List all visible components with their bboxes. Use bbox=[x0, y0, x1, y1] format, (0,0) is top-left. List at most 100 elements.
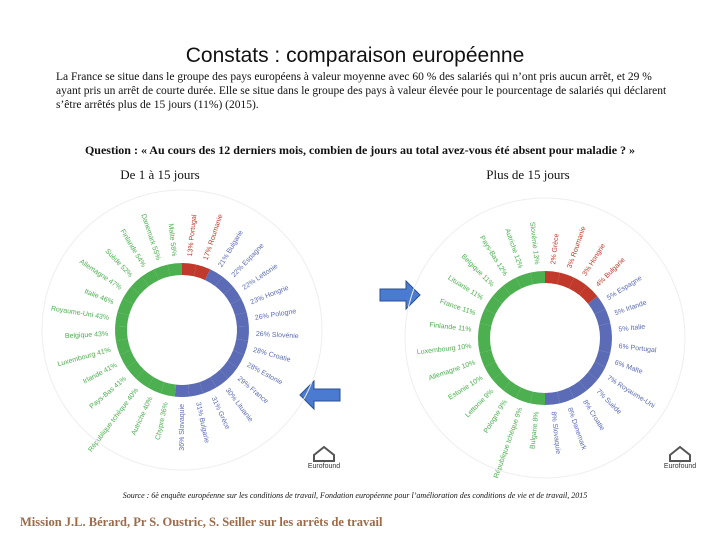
ring-segment bbox=[530, 391, 546, 405]
country-label: 23% Hongrie bbox=[250, 285, 290, 307]
ring-segment bbox=[479, 350, 496, 368]
ring-segment bbox=[492, 372, 511, 391]
ring-segment bbox=[234, 312, 249, 328]
ring-segment bbox=[115, 312, 130, 328]
country-label: 6% Portugal bbox=[618, 343, 657, 354]
country-label: 6% Malte bbox=[614, 359, 644, 375]
ring-segment bbox=[594, 350, 611, 368]
country-label: 5% Italie bbox=[618, 324, 646, 334]
country-label: 5% Espagne bbox=[606, 275, 643, 302]
country-label: Allemagne 10% bbox=[428, 359, 477, 382]
ring-segment bbox=[230, 298, 247, 316]
logo-text: Eurofound bbox=[664, 463, 696, 470]
country-label: Bulgarie 8% bbox=[529, 411, 540, 449]
source: Source : 6è enquête européenne sur les c… bbox=[123, 491, 588, 500]
ring-segment bbox=[587, 296, 606, 315]
country-label: 26% Slovénie bbox=[256, 331, 299, 340]
country-label: 2% Grèce bbox=[550, 233, 560, 265]
ring-segment bbox=[515, 387, 533, 404]
country-label: 3% Roumanie bbox=[566, 226, 587, 270]
country-label: Lituanie 11% bbox=[446, 275, 484, 302]
ring-segment bbox=[153, 264, 171, 281]
ring-segment bbox=[479, 308, 496, 326]
ring-segment bbox=[503, 277, 522, 296]
intro: La France se situe dans le groupe des pa… bbox=[56, 71, 667, 111]
country-label: 26% Pologne bbox=[255, 308, 297, 322]
ring-segment bbox=[130, 276, 149, 295]
ring-segment bbox=[557, 272, 575, 289]
ring-segment bbox=[117, 298, 134, 316]
logo: Eurofound bbox=[308, 445, 340, 470]
ring-segment bbox=[122, 286, 141, 305]
country-label: France 11% bbox=[439, 298, 476, 317]
ring-segment bbox=[492, 285, 511, 304]
ring-segment bbox=[215, 276, 234, 295]
panel-subtitle: De 1 à 15 jours bbox=[120, 167, 199, 182]
ring-segment bbox=[115, 338, 131, 355]
country-label: 8% Slovaquie bbox=[549, 411, 561, 454]
country-label: 28% Estonie bbox=[246, 362, 284, 387]
ring-segment bbox=[219, 360, 238, 379]
ring-segment bbox=[568, 380, 587, 399]
country-label: Irlande 41% bbox=[82, 362, 118, 386]
arrow-right bbox=[379, 279, 421, 311]
country-label: Royaume-Uni 43% bbox=[50, 305, 109, 321]
ring-segment bbox=[579, 372, 598, 391]
country-label: 22% Lettonie bbox=[241, 263, 279, 292]
country-label: Lettonie 9% bbox=[464, 388, 495, 419]
country-label: 13% Portugal bbox=[187, 214, 199, 257]
logo: Eurofound bbox=[664, 445, 696, 470]
ring-segment bbox=[210, 369, 229, 388]
ring-segment bbox=[160, 382, 177, 397]
ring-segment bbox=[204, 269, 223, 287]
ring-segment bbox=[568, 277, 587, 296]
country-label: 31% Bulgarie bbox=[194, 402, 210, 444]
ring-segment bbox=[594, 308, 611, 326]
country-label: Luxembourg 10% bbox=[417, 343, 472, 356]
ring-segment bbox=[181, 263, 197, 277]
country-label: Chypre 36% bbox=[155, 402, 170, 441]
logo-text: Eurofound bbox=[308, 463, 340, 470]
country-label: 4% Bulgarie bbox=[595, 257, 627, 289]
country-label: Italie 46% bbox=[83, 288, 114, 306]
ring-segment bbox=[544, 391, 560, 405]
ring-segment bbox=[236, 326, 249, 341]
ring-segment bbox=[484, 296, 503, 315]
ring-segment bbox=[484, 361, 503, 380]
country-label: Malte 58% bbox=[167, 223, 178, 257]
ring-segment bbox=[478, 323, 492, 339]
country-label: 17% Roumanie bbox=[203, 213, 225, 261]
country-label: 36% Slovaquie bbox=[179, 404, 186, 451]
ring-segment bbox=[598, 337, 612, 353]
question: Question : « Au cours des 12 derniers mo… bbox=[85, 143, 635, 157]
ring-segment bbox=[193, 264, 211, 281]
ring-segment bbox=[530, 271, 546, 285]
ring-border bbox=[404, 197, 686, 479]
ring-segment bbox=[135, 369, 154, 388]
ring-segment bbox=[579, 285, 598, 304]
country-label: Belgique 43% bbox=[65, 331, 109, 340]
ring-segment bbox=[233, 338, 249, 355]
ring-segment bbox=[587, 361, 606, 380]
title: Constats : comparaison européenne bbox=[186, 44, 525, 67]
country-label: Finlande 11% bbox=[429, 322, 472, 334]
ring-segment bbox=[141, 269, 160, 287]
country-label: 8% Danemark bbox=[566, 407, 587, 452]
country-label: 5% Irlande bbox=[614, 299, 648, 317]
country-label: Suède 52% bbox=[103, 248, 133, 279]
ring-segment bbox=[187, 382, 204, 397]
country-label: Autriche 40% bbox=[131, 396, 155, 437]
arrow-left bbox=[299, 379, 341, 411]
ring-segment bbox=[557, 387, 575, 404]
country-label: Estonie 10% bbox=[447, 375, 484, 402]
ring-segment bbox=[598, 323, 612, 339]
ring-segment bbox=[544, 271, 560, 285]
ring-segment bbox=[119, 350, 137, 368]
panel-subtitle: Plus de 15 jours bbox=[486, 167, 569, 182]
country-label: 8% Croatie bbox=[581, 399, 605, 432]
ring-segment bbox=[126, 360, 145, 379]
ring-segment bbox=[223, 286, 242, 305]
country-label: Pologne 9% bbox=[483, 399, 509, 435]
country-label: Danemark 55% bbox=[139, 213, 161, 261]
